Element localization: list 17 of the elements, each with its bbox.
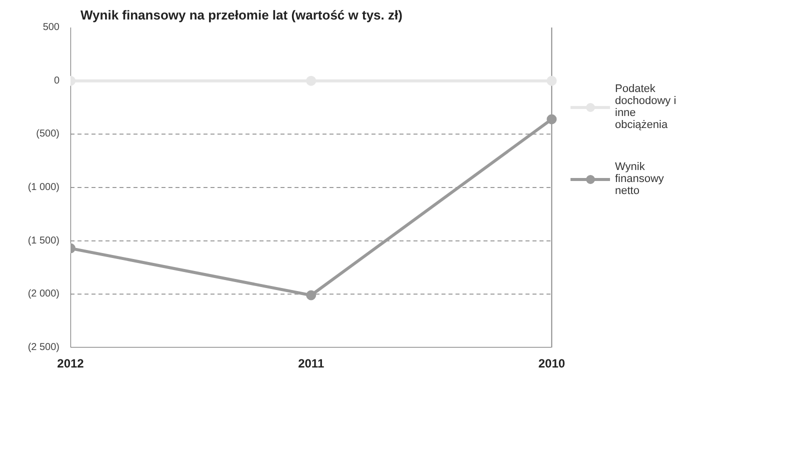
y-tick-label: (1 500) <box>28 235 60 246</box>
point <box>306 290 316 300</box>
y-tick-label: (500) <box>36 128 60 140</box>
y-tick-label: (1 000) <box>28 182 60 193</box>
y-tick-label: 500 <box>42 22 60 33</box>
chart-title: Wynik finansowy na przełomie lat (wartość w tys. zł) <box>80 8 402 22</box>
legend-label: Wynik finansowy netto <box>615 161 664 197</box>
x-tick-label: 2011 <box>298 356 324 370</box>
point <box>546 76 557 86</box>
x-tick-label: 2012 <box>57 356 84 370</box>
y-tick-label: (2 000) <box>28 288 60 300</box>
point <box>306 76 316 86</box>
point <box>546 114 557 124</box>
legend-label: Podatek dochodowy i inne obciążenia <box>615 83 676 131</box>
x-tick-label: 2010 <box>538 356 566 370</box>
y-tick-label: (2 500) <box>28 342 60 353</box>
y-tick-label: 0 <box>54 75 60 86</box>
